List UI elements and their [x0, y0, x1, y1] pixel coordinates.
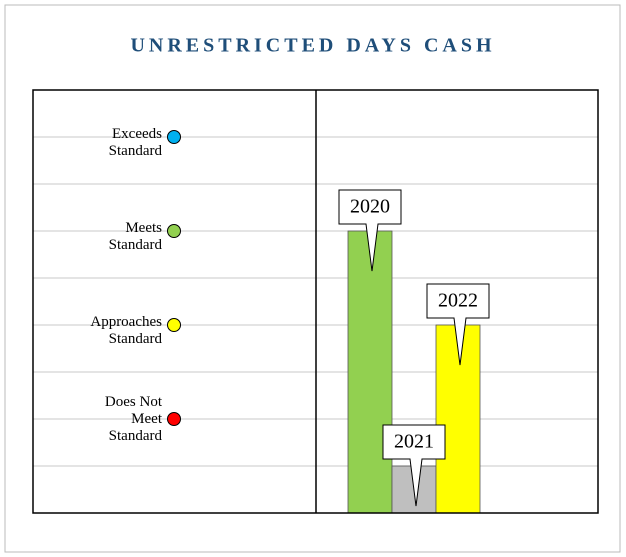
- chart-title: UNRESTRICTED DAYS CASH: [130, 35, 495, 57]
- level-dot: [167, 224, 181, 238]
- level-label: Does Not Meet Standard: [104, 394, 162, 444]
- bar: [435, 324, 481, 514]
- level-label: Approaches Standard: [90, 314, 162, 347]
- callout-label: 2021: [394, 431, 434, 453]
- level-label: Exceeds Standard: [108, 126, 162, 159]
- callout-label: 2022: [438, 290, 478, 312]
- level-label: Meets Standard: [108, 220, 162, 253]
- level-dot: [167, 318, 181, 332]
- callout-label: 2020: [350, 196, 390, 218]
- callout: [382, 424, 446, 507]
- callout: [426, 283, 490, 366]
- level-dot: [167, 412, 181, 426]
- callout: [338, 189, 402, 272]
- level-dot: [167, 130, 181, 144]
- bar: [347, 230, 393, 514]
